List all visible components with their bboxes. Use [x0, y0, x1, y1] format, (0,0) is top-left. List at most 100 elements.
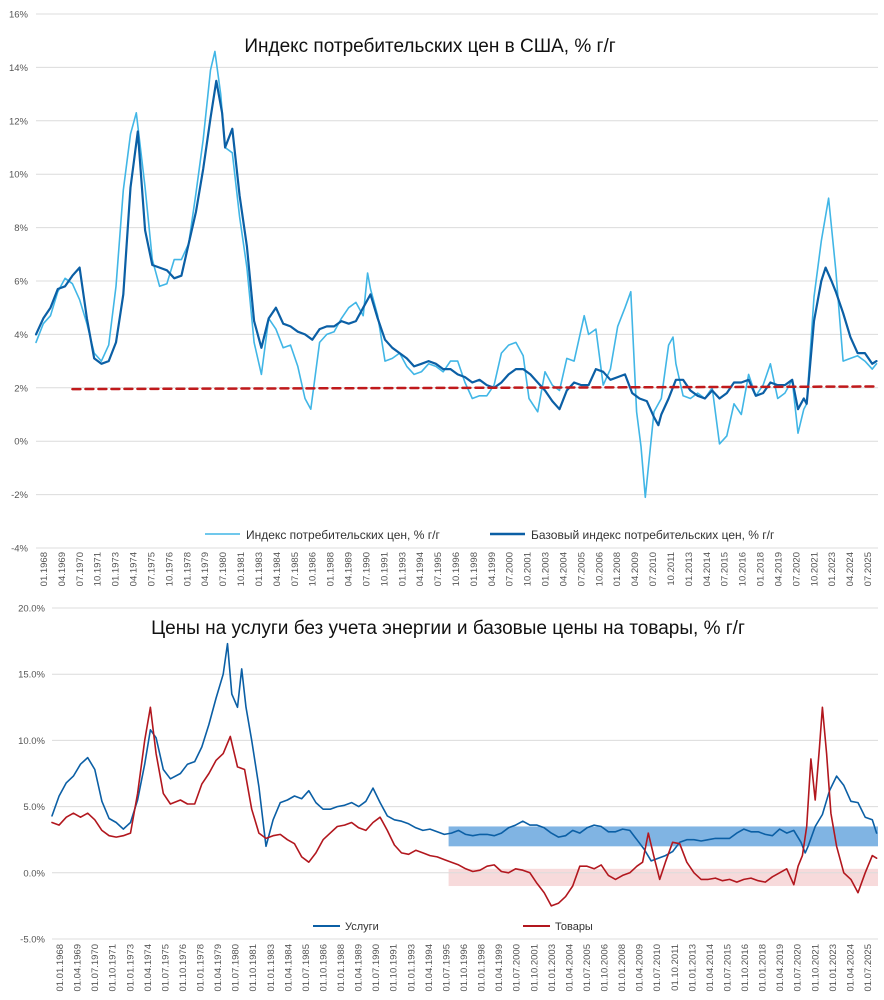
sg-x-tick-label: 01.10.1976 — [178, 944, 189, 992]
cpi-y-tick-label: -2% — [11, 490, 28, 501]
sg-x-tick-label: 01.10.2001 — [529, 944, 540, 992]
services-goods-chart-title: Цены на услуги без учета энергии и базов… — [151, 618, 745, 639]
cpi-x-tick-label: 07.1970 — [75, 552, 86, 586]
sg-x-tick-label: 01.07.1980 — [231, 944, 242, 992]
cpi-x-tick-label: 07.1995 — [433, 552, 444, 586]
cpi-gridlines — [36, 13, 878, 549]
sg-x-tick-label: 01.01.1983 — [266, 944, 277, 992]
cpi-x-tick-label: 01.1978 — [182, 552, 193, 586]
sg-x-tick-label: 01.01.2008 — [617, 944, 628, 992]
cpi-x-tick-label: 01.1993 — [397, 552, 408, 586]
cpi-x-tick-label: 04.1984 — [272, 552, 283, 586]
sg-y-tick-label: 10.0% — [18, 736, 45, 747]
sg-x-tick-label: 01.01.1973 — [125, 944, 136, 992]
cpi-x-tick-label: 10.1981 — [236, 552, 247, 586]
sg-x-tick-label: 01.07.1990 — [371, 944, 382, 992]
sg-x-tick-label: 01.10.1991 — [389, 944, 400, 992]
services-goods-series — [51, 642, 878, 907]
cpi-y-tick-label: 4% — [14, 330, 28, 341]
sg-x-tick-label: 01.10.1981 — [248, 944, 259, 992]
cpi-y-tick-label: 2% — [14, 383, 28, 394]
sg-x-tick-label: 01.07.2020 — [793, 944, 804, 992]
cpi-x-tick-label: 07.2020 — [791, 552, 802, 586]
cpi-x-tick-label: 01.1998 — [469, 552, 480, 586]
cpi-y-tick-label: 16% — [9, 10, 29, 21]
services-goods-x-axis-labels: 01.01.1968 01.04.1969 01.07.1970 01.10.1971… — [55, 944, 874, 992]
cpi-x-tick-label: 07.1975 — [146, 552, 157, 586]
sg-x-tick-label: 01.10.2011 — [670, 944, 681, 991]
cpi-x-tick-label: 01.2003 — [541, 552, 552, 586]
cpi-x-tick-label: 10.2001 — [523, 552, 534, 586]
sg-x-tick-label: 01.04.1974 — [143, 944, 154, 992]
sg-band-1 — [448, 868, 878, 887]
sg-x-tick-label: 01.07.2005 — [582, 944, 593, 992]
sg-x-tick-label: 01.04.1969 — [73, 944, 84, 992]
sg-x-tick-label: 01.04.1984 — [283, 944, 294, 992]
cpi-series-line-0 — [35, 50, 878, 499]
sg-x-tick-label: 01.10.1996 — [459, 944, 470, 992]
legend-label-goods: Товары — [555, 921, 593, 933]
services-goods-legend: Услуги Товары — [313, 921, 593, 933]
sg-y-tick-label: 0.0% — [23, 868, 45, 879]
cpi-x-tick-label: 01.1983 — [254, 552, 265, 586]
sg-y-tick-label: 20.0% — [18, 604, 45, 615]
cpi-x-tick-label: 10.2016 — [738, 552, 749, 586]
cpi-x-tick-label: 01.1973 — [111, 552, 122, 586]
cpi-legend: Индекс потребительских цен, % г/г Базовы… — [205, 528, 775, 542]
sg-x-tick-label: 01.04.1994 — [424, 944, 435, 992]
sg-x-tick-label: 01.01.2013 — [687, 944, 698, 992]
cpi-x-tick-label: 10.2021 — [809, 552, 820, 586]
cpi-x-tick-label: 01.2008 — [612, 552, 623, 586]
cpi-y-axis-labels: -4% -2% 0% 2% 4% 6% 8% 10% 12% 14% 16% — [9, 10, 29, 555]
sg-x-tick-label: 01.04.1999 — [494, 944, 505, 992]
cpi-x-tick-label: 07.1985 — [290, 552, 301, 586]
cpi-x-tick-label: 04.1969 — [57, 552, 68, 586]
cpi-chart: -4% -2% 0% 2% 4% 6% 8% 10% 12% 14% 16% 01.1968 04.1… — [9, 10, 880, 586]
sg-x-tick-label: 01.07.2025 — [863, 944, 874, 992]
sg-y-tick-label: 5.0% — [23, 802, 45, 813]
sg-x-tick-label: 01.07.1985 — [301, 944, 312, 992]
cpi-x-tick-label: 01.1968 — [39, 552, 50, 586]
sg-x-tick-label: 01.10.2006 — [600, 944, 611, 992]
sg-x-tick-label: 01.01.1978 — [196, 944, 207, 992]
cpi-x-tick-label: 10.1976 — [164, 552, 175, 586]
sg-x-tick-label: 01.01.1998 — [477, 944, 488, 992]
cpi-x-tick-label: 10.1991 — [379, 552, 390, 586]
sg-x-tick-label: 01.10.1986 — [318, 944, 329, 992]
services-goods-chart: -5.0%0.0%5.0%10.0%15.0%20.0% 01.01.1968 0… — [18, 604, 878, 992]
cpi-x-tick-label: 01.2013 — [684, 552, 695, 586]
cpi-x-tick-label: 07.1980 — [218, 552, 229, 586]
cpi-x-tick-label: 04.1994 — [415, 552, 426, 586]
cpi-x-tick-label: 07.2025 — [863, 552, 874, 586]
sg-x-tick-label: 01.04.2014 — [705, 944, 716, 992]
cpi-x-tick-label: 01.2023 — [827, 552, 838, 586]
cpi-x-tick-label: 04.1979 — [200, 552, 211, 586]
sg-x-tick-label: 01.01.1988 — [336, 944, 347, 992]
cpi-x-tick-label: 10.1971 — [93, 552, 104, 586]
cpi-x-tick-label: 04.2014 — [702, 552, 713, 586]
cpi-x-tick-label: 07.2000 — [505, 552, 516, 586]
cpi-x-tick-label: 04.2009 — [630, 552, 641, 586]
sg-x-tick-label: 01.01.1968 — [55, 944, 66, 992]
sg-x-tick-label: 01.04.2009 — [635, 944, 646, 992]
cpi-y-tick-label: 8% — [14, 223, 28, 234]
legend-label-cpi: Индекс потребительских цен, % г/г — [246, 528, 440, 542]
cpi-x-axis-labels: 01.1968 04.1969 07.1970 10.1971 01.1973 04.19… — [39, 552, 874, 586]
sg-band-0 — [448, 826, 878, 847]
cpi-x-tick-label: 07.2015 — [720, 552, 731, 586]
cpi-x-tick-label: 07.1990 — [361, 552, 372, 586]
legend-label-core: Базовый индекс потребительских цен, % г/… — [531, 528, 775, 542]
services-goods-y-axis-labels: -5.0% 0.0% 5.0% 10.0% 15.0% 20.0% — [18, 604, 45, 946]
sg-x-tick-label: 01.07.1995 — [441, 944, 452, 992]
sg-x-tick-label: 01.10.2021 — [810, 944, 821, 992]
sg-x-tick-label: 01.04.2004 — [564, 944, 575, 992]
sg-x-tick-label: 01.04.2019 — [775, 944, 786, 992]
cpi-y-tick-label: 14% — [9, 63, 29, 74]
sg-x-tick-label: 01.04.1989 — [354, 944, 365, 992]
cpi-x-tick-label: 10.1996 — [451, 552, 462, 586]
sg-x-tick-label: 01.01.1993 — [406, 944, 417, 992]
sg-x-tick-label: 01.04.2024 — [845, 944, 856, 992]
cpi-x-tick-label: 10.2006 — [594, 552, 605, 586]
cpi-x-tick-label: 01.2018 — [756, 552, 767, 586]
